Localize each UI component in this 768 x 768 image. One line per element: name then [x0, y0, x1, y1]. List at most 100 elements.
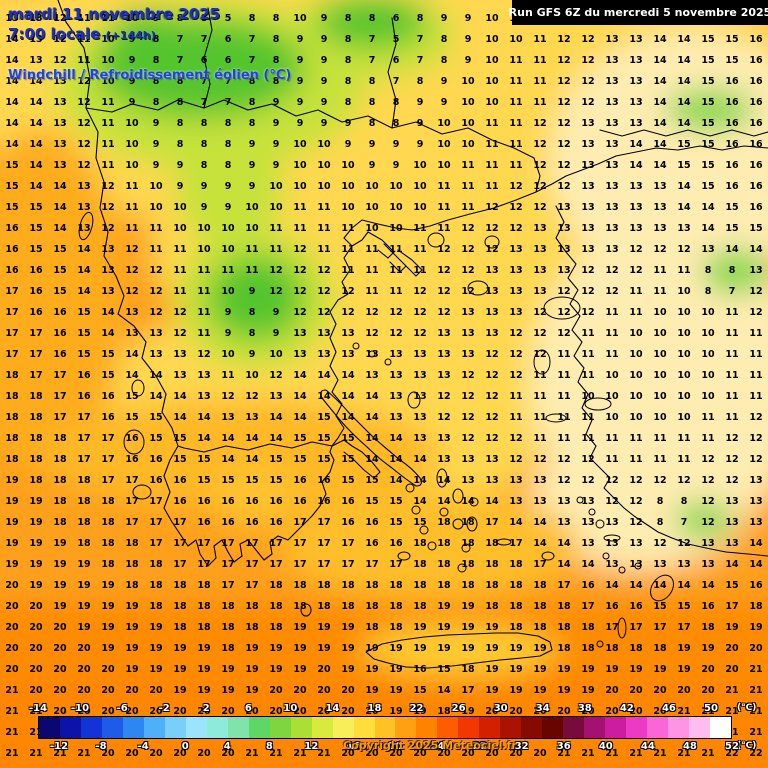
temp-value: 17 [125, 517, 139, 528]
temp-value: 18 [437, 517, 451, 528]
temp-value: 21 [5, 727, 19, 738]
temp-value: 9 [440, 13, 448, 24]
temp-value: 12 [269, 370, 283, 381]
temp-value: 14 [605, 580, 619, 591]
temp-value: 16 [173, 475, 187, 486]
temp-value: 10 [677, 391, 691, 402]
temp-value: 9 [272, 118, 280, 129]
temp-value: 14 [653, 97, 667, 108]
coastline-marmara-south [535, 145, 768, 193]
temp-value: 19 [77, 580, 91, 591]
temp-value: 17 [5, 307, 19, 318]
temp-value: 15 [701, 34, 715, 45]
temp-value: 21 [5, 748, 19, 759]
temp-value: 11 [653, 454, 667, 465]
temp-value: 13 [317, 328, 331, 339]
temp-value: 11 [197, 328, 211, 339]
temp-value: 14 [317, 370, 331, 381]
temp-value: 21 [245, 748, 259, 759]
temp-value: 14 [413, 454, 427, 465]
temp-value: 19 [5, 475, 19, 486]
temp-value: 15 [53, 286, 67, 297]
temp-value: 13 [485, 265, 499, 276]
temp-value: 15 [701, 160, 715, 171]
temp-value: 18 [749, 601, 763, 612]
colorbar-segment [626, 717, 648, 738]
temp-value: 17 [509, 538, 523, 549]
temp-value: 16 [197, 496, 211, 507]
temp-value: 12 [509, 454, 523, 465]
grid-row: 15 14 13 12 11 10 9 9 8 8 9 9 10 10 10 9 9 10 10 11 11 11 12 12… [0, 155, 768, 176]
temp-value: 19 [53, 538, 67, 549]
temp-value: 10 [701, 349, 715, 360]
temp-value: 17 [221, 580, 235, 591]
temp-value: 8 [176, 13, 184, 24]
temp-value: 10 [653, 328, 667, 339]
temp-value: 17 [29, 349, 43, 360]
temp-value: 17 [245, 580, 259, 591]
temp-value: 12 [389, 328, 403, 339]
temp-value: 16 [173, 496, 187, 507]
temp-value: 9 [464, 55, 472, 66]
temp-value: 13 [149, 328, 163, 339]
temp-value: 13 [437, 370, 451, 381]
temp-value: 17 [245, 538, 259, 549]
temp-value: 20 [725, 664, 739, 675]
temp-value: 10 [125, 13, 139, 24]
grid-row: 14 14 13 12 11 10 9 8 8 8 8 9 9 9 9 8 8 9 10 10 11 11 12 12 13 13… [0, 113, 768, 134]
temp-value: 12 [461, 286, 475, 297]
temp-value: 15 [29, 244, 43, 255]
temp-value: 10 [413, 160, 427, 171]
temp-value: 15 [317, 454, 331, 465]
temp-value: 15 [101, 370, 115, 381]
temp-value: 11 [101, 13, 115, 24]
temp-value: 13 [533, 265, 547, 276]
temp-value: 18 [53, 433, 67, 444]
temp-value: 10 [437, 118, 451, 129]
temp-value: 12 [125, 244, 139, 255]
scale-label: 48 [682, 741, 697, 752]
temp-value: 16 [725, 139, 739, 150]
temp-value: 19 [317, 643, 331, 654]
temp-value: 19 [53, 601, 67, 612]
temp-value: 20 [101, 664, 115, 675]
temp-value: 16 [365, 538, 379, 549]
temp-value: 13 [29, 55, 43, 66]
temp-value: 16 [725, 181, 739, 192]
temp-value: 14 [629, 160, 643, 171]
temp-value: 16 [581, 580, 595, 591]
temp-value: 13 [557, 496, 571, 507]
temp-value: 15 [173, 454, 187, 465]
unit-label-top: (°C) [737, 703, 757, 713]
temp-value: 18 [341, 580, 355, 591]
temp-value: 18 [269, 601, 283, 612]
temp-value: 12 [509, 370, 523, 381]
temp-value: 14 [197, 412, 211, 423]
temp-value: 9 [248, 160, 256, 171]
temp-value: 12 [77, 76, 91, 87]
colorbar-segment [332, 717, 354, 738]
temp-value: 12 [557, 454, 571, 465]
temp-value: 20 [77, 643, 91, 654]
temp-value: 15 [701, 55, 715, 66]
temp-value: 17 [533, 559, 547, 570]
temp-value: 18 [605, 643, 619, 654]
temp-value: 8 [440, 34, 448, 45]
temp-value: 8 [368, 97, 376, 108]
temp-value: 18 [557, 601, 571, 612]
temp-value: 11 [437, 202, 451, 213]
temp-value: 8 [152, 55, 160, 66]
temp-value: 16 [749, 55, 763, 66]
temp-value: 18 [5, 391, 19, 402]
temp-value: 18 [197, 580, 211, 591]
temp-value: 20 [149, 685, 163, 696]
temp-value: 7 [224, 76, 232, 87]
temp-value: 21 [677, 748, 691, 759]
temp-value: 21 [5, 685, 19, 696]
temp-value: 16 [725, 118, 739, 129]
scale-label: -14 [28, 703, 48, 714]
temp-value: 11 [173, 244, 187, 255]
scale-label: 10 [283, 703, 298, 714]
temp-value: 21 [749, 706, 763, 717]
